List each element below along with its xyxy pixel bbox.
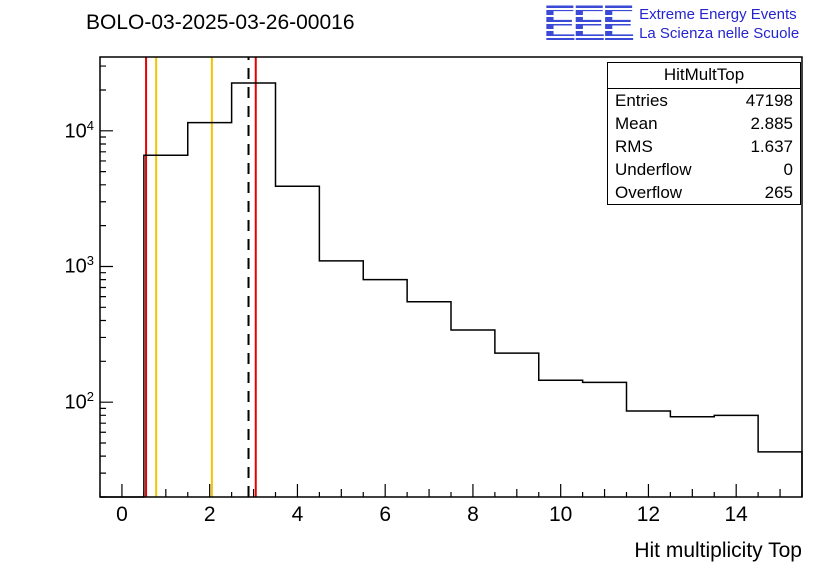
eee-logo-line1: Extreme Energy Events — [639, 6, 797, 23]
stats-row: Overflow 265 — [608, 181, 800, 204]
stats-row-value: 0 — [783, 159, 793, 179]
stats-row-label: RMS — [615, 136, 653, 156]
page-title: BOLO-03-2025-03-26-00016 — [86, 11, 355, 34]
stats-row-label: Entries — [615, 90, 668, 110]
stats-row-value: 47198 — [745, 90, 793, 110]
y-tick-label: 102 — [64, 389, 94, 414]
axis-ticks — [99, 65, 803, 498]
y-tick-label: 103 — [64, 253, 94, 279]
stats-row-value: 1.637 — [750, 136, 793, 156]
x-tick-label: 6 — [379, 503, 392, 526]
eee-logo-line2: La Scienza nelle Scuole — [639, 24, 800, 42]
x-tick-label: 2 — [203, 503, 216, 526]
stats-row: Mean 2.885 — [608, 112, 800, 135]
x-tick-label: 14 — [724, 503, 748, 526]
stats-row-value: 2.885 — [750, 113, 793, 133]
stats-row: Entries 47198 — [608, 89, 800, 112]
y-tick-label: 104 — [64, 117, 94, 143]
stats-row-label: Underflow — [615, 159, 692, 179]
stats-box-title: HitMultTop — [608, 63, 800, 89]
stats-row: Underflow 0 — [608, 158, 800, 181]
stats-row-value: 265 — [764, 182, 793, 202]
histogram-line — [100, 82, 803, 498]
x-tick-label: 8 — [467, 503, 479, 526]
x-tick-label: 0 — [116, 503, 128, 526]
stats-rows: Entries 47198 Mean 2.885 RMS 1.637 Underflow 0 O… — [608, 89, 800, 204]
stats-row-label: Overflow — [615, 182, 683, 202]
x-axis-title: Hit multiplicity Top — [634, 539, 802, 562]
x-tick-label: 12 — [636, 503, 661, 526]
x-tick-label: 10 — [549, 503, 573, 526]
x-tick-label: 4 — [291, 503, 304, 526]
stats-row-label: Mean — [615, 113, 658, 133]
eee-logo-acronym: EEE — [543, 0, 639, 48]
stats-box: HitMultTop Entries 47198 Mean 2.885 RMS 1.637… — [607, 62, 801, 205]
eee-logo-text: Extreme Energy Events La Scienza nelle S… — [639, 3, 799, 44]
eee-logo: EEE Extreme Energy Events La Scienza nel… — [543, 0, 799, 48]
stats-row: RMS 1.637 — [608, 135, 800, 158]
